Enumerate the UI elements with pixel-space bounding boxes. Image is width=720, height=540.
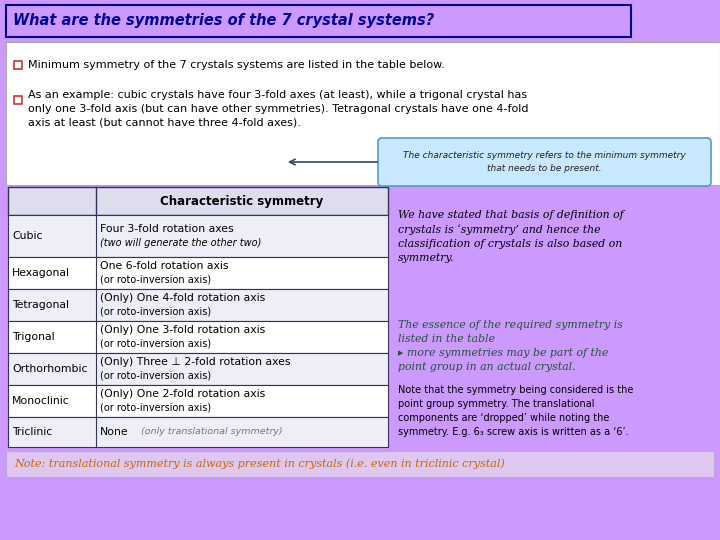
- Text: Note that the symmetry being considered is the
point group symmetry. The transla: Note that the symmetry being considered …: [398, 385, 634, 437]
- Text: (Only) Three ⊥ 2-fold rotation axes: (Only) Three ⊥ 2-fold rotation axes: [100, 357, 290, 367]
- FancyBboxPatch shape: [8, 385, 388, 417]
- Text: (Only) One 3-fold rotation axis: (Only) One 3-fold rotation axis: [100, 325, 265, 335]
- FancyBboxPatch shape: [8, 187, 388, 215]
- Text: The essence of the required symmetry is
listed in the table
▸ more symmetries ma: The essence of the required symmetry is …: [398, 320, 623, 372]
- Text: Tetragonal: Tetragonal: [12, 300, 69, 310]
- Text: Minimum symmetry of the 7 crystals systems are listed in the table below.: Minimum symmetry of the 7 crystals syste…: [28, 60, 445, 70]
- Text: (or roto-inversion axis): (or roto-inversion axis): [100, 275, 211, 285]
- Text: (Only) One 2-fold rotation axis: (Only) One 2-fold rotation axis: [100, 389, 265, 399]
- FancyBboxPatch shape: [6, 451, 714, 477]
- Text: Orthorhombic: Orthorhombic: [12, 364, 88, 374]
- Text: (two will generate the other two): (two will generate the other two): [100, 238, 261, 248]
- Text: Monoclinic: Monoclinic: [12, 396, 70, 406]
- FancyBboxPatch shape: [14, 61, 22, 69]
- Text: Note: translational symmetry is always present in crystals (i.e. even in triclin: Note: translational symmetry is always p…: [14, 458, 505, 469]
- Text: The characteristic symmetry refers to the minimum symmetry
that needs to be pres: The characteristic symmetry refers to th…: [403, 151, 686, 173]
- Text: None: None: [100, 427, 129, 437]
- FancyBboxPatch shape: [6, 42, 720, 185]
- Text: (only translational symmetry): (only translational symmetry): [132, 428, 283, 436]
- Text: Four 3-fold rotation axes: Four 3-fold rotation axes: [100, 224, 233, 234]
- FancyBboxPatch shape: [14, 96, 22, 104]
- Text: (Only) One 4-fold rotation axis: (Only) One 4-fold rotation axis: [100, 293, 265, 303]
- FancyBboxPatch shape: [8, 321, 388, 353]
- FancyBboxPatch shape: [8, 417, 388, 447]
- Text: (or roto-inversion axis): (or roto-inversion axis): [100, 339, 211, 349]
- Text: As an example: cubic crystals have four 3-fold axes (at least), while a trigonal: As an example: cubic crystals have four …: [28, 90, 528, 127]
- Text: (or roto-inversion axis): (or roto-inversion axis): [100, 307, 211, 317]
- Text: (or roto-inversion axis): (or roto-inversion axis): [100, 403, 211, 413]
- Text: We have stated that basis of definition of
crystals is ‘symmetry’ and hence the
: We have stated that basis of definition …: [398, 210, 624, 263]
- Text: Triclinic: Triclinic: [12, 427, 53, 437]
- FancyBboxPatch shape: [8, 289, 388, 321]
- Text: (or roto-inversion axis): (or roto-inversion axis): [100, 371, 211, 381]
- FancyBboxPatch shape: [8, 353, 388, 385]
- Text: One 6-fold rotation axis: One 6-fold rotation axis: [100, 261, 228, 271]
- FancyBboxPatch shape: [8, 215, 388, 257]
- Text: Cubic: Cubic: [12, 231, 42, 241]
- FancyBboxPatch shape: [6, 5, 631, 37]
- Text: What are the symmetries of the 7 crystal systems?: What are the symmetries of the 7 crystal…: [13, 14, 434, 29]
- Text: Trigonal: Trigonal: [12, 332, 55, 342]
- Text: Hexagonal: Hexagonal: [12, 268, 70, 278]
- FancyBboxPatch shape: [378, 138, 711, 186]
- FancyBboxPatch shape: [8, 257, 388, 289]
- Text: Characteristic symmetry: Characteristic symmetry: [161, 194, 323, 207]
